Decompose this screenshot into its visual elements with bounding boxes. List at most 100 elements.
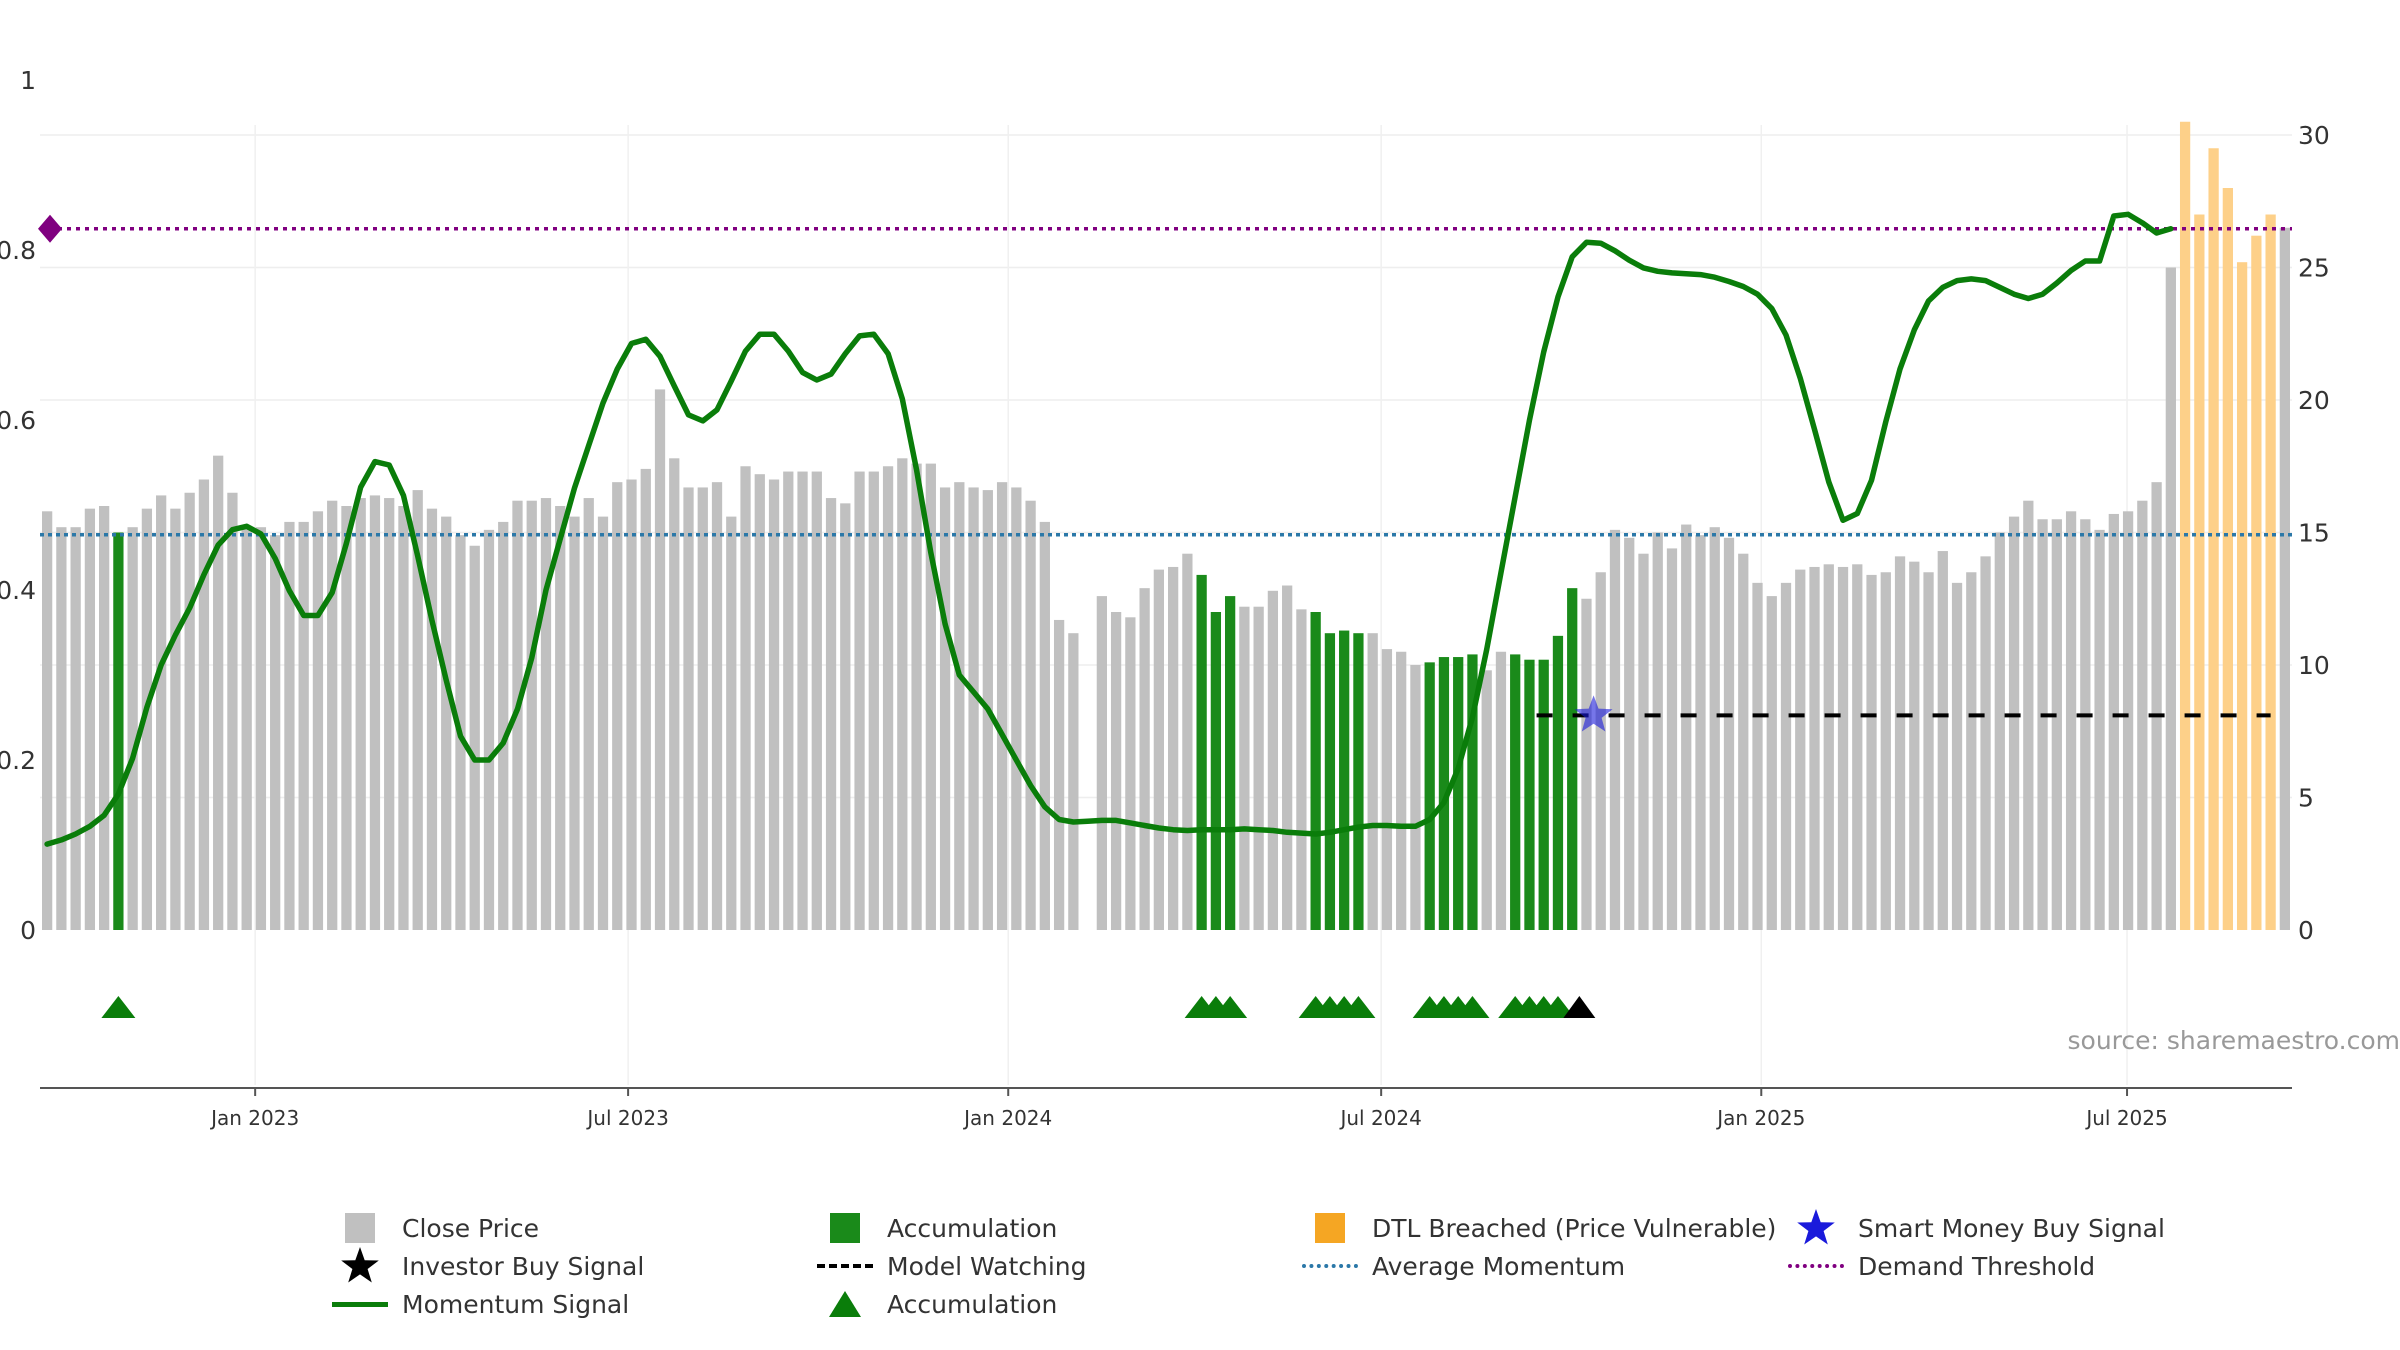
legend-label: DTL Breached (Price Vulnerable) <box>1372 1213 1777 1243</box>
legend-label: Average Momentum <box>1372 1251 1626 1281</box>
close-price-bar <box>298 521 309 930</box>
close-price-bar <box>1723 537 1735 930</box>
legend-swatch-dtl <box>1315 1213 1345 1243</box>
close-price-bar <box>1937 551 1948 930</box>
close-price-bar <box>612 482 623 930</box>
axes: Jan 2023 Jul 2023 Jan 2024 Jul 2024 Jan 2025… <box>0 66 2330 1130</box>
legend-close-price: Close Price <box>330 1210 539 1246</box>
close-price-bar <box>1780 582 1792 930</box>
accumulation-bar <box>1567 588 1578 930</box>
close-price-bar <box>882 466 894 930</box>
legend-label: Accumulation <box>887 1289 1058 1319</box>
accumulation-bar <box>113 532 124 930</box>
close-price-bar <box>797 471 808 930</box>
legend-label: Model Watching <box>887 1251 1087 1281</box>
close-price-bar <box>1153 569 1165 930</box>
source-label: source: sharemaestro.com <box>2068 1026 2400 1055</box>
close-price-bar <box>1638 553 1649 930</box>
close-price-bar <box>198 479 210 930</box>
accumulation-bar <box>1225 596 1236 930</box>
x-tick-label: Jan 2023 <box>209 1106 299 1130</box>
close-price-bar <box>2165 267 2176 930</box>
close-price-bar <box>640 468 651 930</box>
close-price-bar <box>711 482 723 930</box>
close-price-bar <box>1068 633 1079 930</box>
accumulation-bar <box>1453 657 1464 930</box>
close-price-bar <box>1182 553 1193 930</box>
accumulation-bar <box>1324 633 1336 930</box>
accumulation-triangle <box>1540 996 1575 1018</box>
close-price-bar <box>2151 482 2162 930</box>
close-price-bar <box>1966 572 1977 930</box>
close-price-bar <box>897 458 908 930</box>
series-lines <box>38 211 2292 847</box>
x-tick-label: Jul 2025 <box>2084 1106 2167 1130</box>
left-tick-label: 0.6 <box>0 406 36 435</box>
close-price-bar <box>184 492 195 930</box>
close-price-bar <box>597 516 609 930</box>
legend-label: Investor Buy Signal <box>402 1251 645 1281</box>
close-price-bar <box>241 527 252 930</box>
legend-label: Smart Money Buy Signal <box>1858 1213 2165 1243</box>
close-price-bar <box>1025 500 1036 930</box>
dtl-breached-bar <box>2265 214 2276 930</box>
close-price-bar <box>1681 524 1692 930</box>
accumulation-bar <box>1339 630 1350 930</box>
close-price-bar <box>255 527 267 930</box>
close-price-bar <box>1852 564 1863 930</box>
close-price-bar <box>526 500 537 930</box>
close-price-bar <box>1766 596 1777 930</box>
x-tick-label: Jan 2024 <box>962 1106 1052 1130</box>
close-price-bar <box>426 508 438 930</box>
close-price-bar <box>783 471 794 930</box>
close-price-bar <box>2137 500 2148 930</box>
legend-label: Momentum Signal <box>402 1289 630 1319</box>
legend-accumulation-marker: Accumulation <box>815 1286 1057 1322</box>
accumulation-bar <box>1552 635 1564 930</box>
close-price-bar <box>327 500 338 930</box>
legend-demand-threshold: Demand Threshold <box>1786 1248 2095 1284</box>
close-price-bar <box>1110 612 1122 930</box>
right-tick-label: 15 <box>2298 519 2330 548</box>
close-price-bar <box>441 516 452 930</box>
close-price-bar <box>284 521 295 930</box>
dtl-breached-bar <box>2208 148 2219 930</box>
close-price-bar <box>1666 548 1678 930</box>
right-tick-label: 10 <box>2298 651 2330 680</box>
close-price-bar <box>1253 606 1264 930</box>
close-price-bar <box>726 516 737 930</box>
legend-investor-buy: Investor Buy Signal <box>330 1247 645 1284</box>
star-blue-icon <box>1797 1209 1835 1245</box>
close-price-bar <box>398 506 409 930</box>
right-tick-label: 30 <box>2298 121 2330 150</box>
dtl-breached-bar <box>2222 188 2233 930</box>
legend-line-average-momentum <box>1302 1264 1358 1268</box>
close-price-bar <box>626 479 637 930</box>
close-price-bar <box>1125 617 1136 930</box>
x-tick-label: Jul 2024 <box>1338 1106 1421 1130</box>
close-price-bar <box>1296 609 1307 930</box>
close-price-bar <box>1011 487 1022 930</box>
close-price-bar <box>911 463 922 930</box>
close-price-bar <box>583 498 594 930</box>
close-price-bar <box>270 535 281 930</box>
price-bars <box>41 121 2291 930</box>
close-price-bar <box>1837 566 1849 930</box>
close-price-bar <box>41 511 53 930</box>
close-price-bar <box>213 455 224 930</box>
close-price-bar <box>968 487 979 930</box>
close-price-bar <box>1795 569 1806 930</box>
close-price-bar <box>1609 529 1621 930</box>
close-price-bar <box>1381 649 1393 930</box>
legend-dtl-breached: DTL Breached (Price Vulnerable) <box>1300 1210 1776 1246</box>
close-price-bar <box>1053 619 1065 930</box>
close-price-bar <box>2108 513 2119 930</box>
dtl-breached-bar <box>2236 262 2248 930</box>
close-price-bar <box>1909 561 1920 930</box>
close-price-bar <box>127 527 138 930</box>
accumulation-bar <box>1424 662 1435 930</box>
close-price-bar <box>141 508 153 930</box>
close-price-bar <box>840 503 851 930</box>
legend-label: Demand Threshold <box>1858 1251 2096 1281</box>
close-price-bar <box>1866 574 1877 930</box>
